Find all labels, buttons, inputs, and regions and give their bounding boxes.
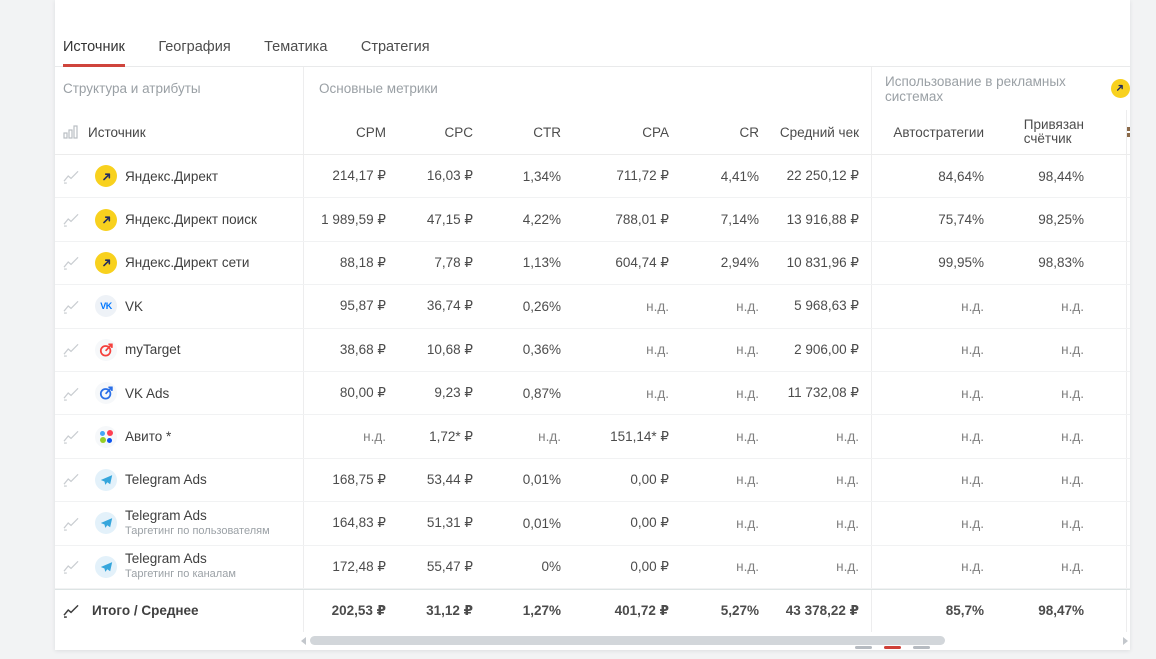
clipped-next-column [1126, 110, 1130, 154]
line-chart-icon[interactable] [63, 212, 80, 227]
bar-chart-icon [63, 125, 78, 139]
clipped-logo-fragment [855, 645, 872, 649]
yandex-direct-icon: ➜ [95, 165, 117, 188]
group-main-metrics: Основные метрики [303, 67, 871, 110]
line-chart-icon[interactable] [63, 429, 80, 444]
telegram-icon [95, 555, 117, 578]
line-chart-icon[interactable] [63, 299, 80, 314]
line-chart-icon[interactable] [63, 516, 80, 531]
scroll-right-arrow[interactable] [1123, 636, 1128, 645]
mytarget-icon [95, 338, 117, 361]
clipped-logo-fragment [884, 645, 901, 649]
table-row[interactable]: Telegram Ads Таргетинг по пользователям 1… [55, 502, 1130, 546]
line-chart-icon[interactable] [63, 169, 80, 184]
group-structure-attrs: Структура и атрибуты [63, 81, 201, 96]
table-row[interactable]: ➜ Яндекс.Директ сети 88,18 ₽7,78 ₽ 1,13%… [55, 241, 1130, 286]
horizontal-scrollbar[interactable] [310, 635, 945, 645]
tab-bar: Источник География Тематика Стратегия [55, 0, 1130, 67]
tab-topics[interactable]: Тематика [264, 39, 328, 55]
vk-ads-icon [95, 382, 117, 405]
line-chart-icon[interactable] [63, 342, 80, 357]
line-chart-icon[interactable] [63, 603, 80, 619]
tab-geography[interactable]: География [158, 39, 231, 55]
column-ctr: CTR [533, 124, 561, 140]
table-row[interactable]: Telegram Ads 168,75 ₽53,44 ₽ 0,01% 0,00 ₽… [55, 458, 1130, 503]
tab-source[interactable]: Источник [63, 39, 125, 67]
table-row[interactable]: myTarget 38,68 ₽10,68 ₽ 0,36% н.д. н.д. 2 … [55, 328, 1130, 372]
clipped-logo-fragment [913, 645, 930, 649]
column-source: Источник [55, 110, 303, 154]
column-group-header: Структура и атрибуты Основные метрики Ис… [55, 67, 1130, 110]
telegram-icon [95, 468, 117, 491]
column-cr: CR [739, 124, 760, 140]
column-avg-check: Средний чек [779, 124, 859, 140]
table-row[interactable]: VK VK 95,87 ₽36,74 ₽ 0,26% н.д. н.д. 5 968… [55, 285, 1130, 329]
scroll-left-arrow[interactable] [301, 636, 306, 645]
line-chart-icon[interactable] [63, 472, 80, 488]
column-cpm: CPM [303, 110, 398, 154]
tab-strategy[interactable]: Стратегия [360, 39, 430, 55]
yandex-direct-icon: ➜ [95, 208, 117, 231]
column-counter-linked: Привязан счётчик [1023, 117, 1084, 146]
yandex-direct-icon: ➜ [1111, 79, 1130, 98]
table-row[interactable]: Авито * н.д. 1,72* ₽ н.д. 151,14* ₽ н.д. н.… [55, 415, 1130, 459]
line-chart-icon[interactable] [63, 386, 80, 401]
totals-row: Итого / Среднее 202,53 ₽31,12 ₽ 1,27% 401… [55, 588, 1130, 632]
vk-icon: VK [95, 295, 117, 318]
column-autostrategies: Автостратегии [871, 110, 996, 154]
table-header-row: Источник CPM CPC CTR CPA CR Средний чек … [55, 110, 1130, 155]
table-row[interactable]: ➜ Яндекс.Директ 214,17 ₽16,03 ₽ 1,34% 711… [55, 155, 1130, 199]
group-ad-systems-usage: Использование в рекламных системах ➜ [871, 67, 1130, 110]
scrollbar-zone [55, 632, 1130, 650]
table-row[interactable]: ➜ Яндекс.Директ поиск 1 989,59 ₽47,15 ₽ … [55, 198, 1130, 242]
yandex-direct-icon: ➜ [95, 251, 117, 274]
column-cpa: CPA [642, 124, 669, 140]
telegram-icon [95, 512, 117, 535]
table-row[interactable]: Telegram Ads Таргетинг по каналам 172,48 … [55, 545, 1130, 589]
avito-icon [95, 425, 117, 448]
line-chart-icon[interactable] [63, 255, 80, 271]
column-cpc: CPC [444, 124, 473, 140]
table-row[interactable]: VK Ads 80,00 ₽9,23 ₽ 0,87% н.д. н.д. 11 73… [55, 371, 1130, 416]
line-chart-icon[interactable] [63, 559, 80, 574]
benchmark-report-card: Источник География Тематика Стратегия Ст… [55, 0, 1130, 650]
